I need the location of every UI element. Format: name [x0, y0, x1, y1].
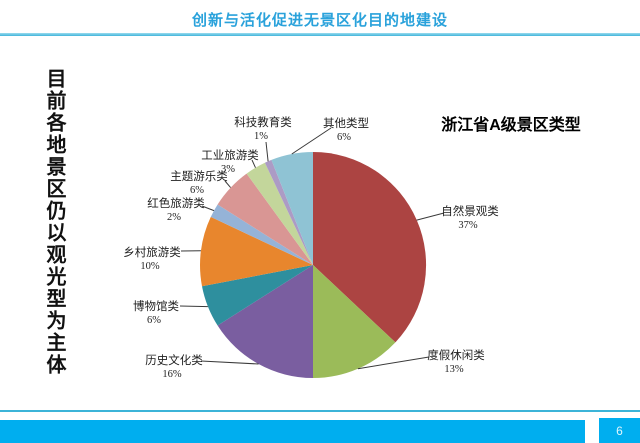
pie-leader-line [201, 205, 215, 212]
pie-leader-line [291, 127, 332, 155]
pie-leader-line [200, 360, 259, 365]
pie-leader-line [224, 180, 231, 188]
page-number-badge: 6 [599, 418, 640, 443]
pie-slice-label: 工业旅游类 [201, 148, 259, 162]
pie-slice-label: 历史文化类 [145, 353, 203, 367]
pie-slice-label: 科技教育类 [234, 115, 292, 129]
pie-slice-label: 乡村旅游类 [123, 245, 181, 259]
pie-slice-percent: 37% [458, 220, 478, 231]
pie-slice-percent: 6% [190, 185, 204, 196]
pie-slice-percent: 2% [167, 212, 181, 223]
pie-slice-label: 博物馆类 [133, 299, 179, 313]
pie-slice [200, 216, 313, 287]
pie-slice [210, 204, 313, 265]
pie-slice [313, 151, 427, 343]
pie-leader-line [251, 159, 256, 168]
pie-slice [202, 265, 313, 326]
pie-slice [271, 151, 313, 265]
slide-header-title: 创新与活化促进无景区化目的地建设 [191, 12, 448, 29]
pie-slice [217, 173, 313, 265]
pie-slice-percent: 6% [337, 132, 351, 143]
pie-slice-percent: 3% [221, 164, 235, 175]
bottom-divider [0, 410, 640, 412]
top-divider [0, 33, 640, 36]
footer-bar [0, 420, 585, 443]
pie-slice-percent: 6% [147, 315, 161, 326]
pie-leader-line [179, 305, 208, 308]
pie-slice-label: 红色旅游类 [147, 196, 205, 210]
pie-slice [313, 265, 396, 379]
pie-leader-line [357, 356, 430, 370]
pie-slice-label: 度假休闲类 [427, 348, 485, 362]
pie-leader-line [265, 141, 269, 162]
pie-slice [264, 159, 313, 265]
pie-slice [246, 162, 313, 265]
pie-slice-label: 自然景观类 [441, 204, 499, 218]
pie-slice-label: 主题游乐类 [170, 169, 228, 183]
pie-slice-percent: 10% [140, 261, 160, 272]
pie-slice-percent: 1% [254, 131, 268, 142]
side-caption: 目前各地景区仍以观光型为主体 [43, 68, 65, 376]
pie-slice [217, 265, 313, 378]
chart-title: 浙江省A级景区类型 [441, 117, 581, 134]
pie-leader-line [416, 212, 445, 221]
page-number: 6 [616, 423, 623, 438]
pie-slice-percent: 16% [162, 369, 182, 380]
pie-slice-percent: 13% [444, 364, 464, 375]
pie-slice-label: 其他类型 [323, 116, 369, 130]
